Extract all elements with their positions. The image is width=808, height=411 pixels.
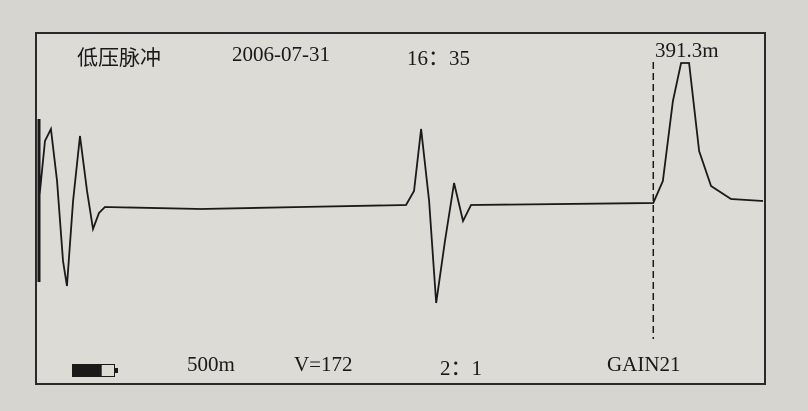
velocity-label: V=172	[294, 352, 353, 376]
instrument-screen: 低压脉冲 2006-07-31 16：35 391.3m 500m V=172 …	[35, 32, 766, 385]
date-label: 2006-07-31	[232, 42, 330, 66]
ratio-label: 2：1	[440, 356, 482, 380]
waveform-plot	[37, 62, 764, 339]
time-label: 16：35	[407, 46, 470, 70]
battery-icon	[72, 364, 118, 378]
waveform-trace	[38, 62, 764, 304]
gain-label: GAIN21	[607, 352, 681, 376]
cursor-distance-label: 391.3m	[655, 38, 719, 62]
mode-label: 低压脉冲	[77, 46, 161, 70]
range-label: 500m	[187, 352, 235, 376]
